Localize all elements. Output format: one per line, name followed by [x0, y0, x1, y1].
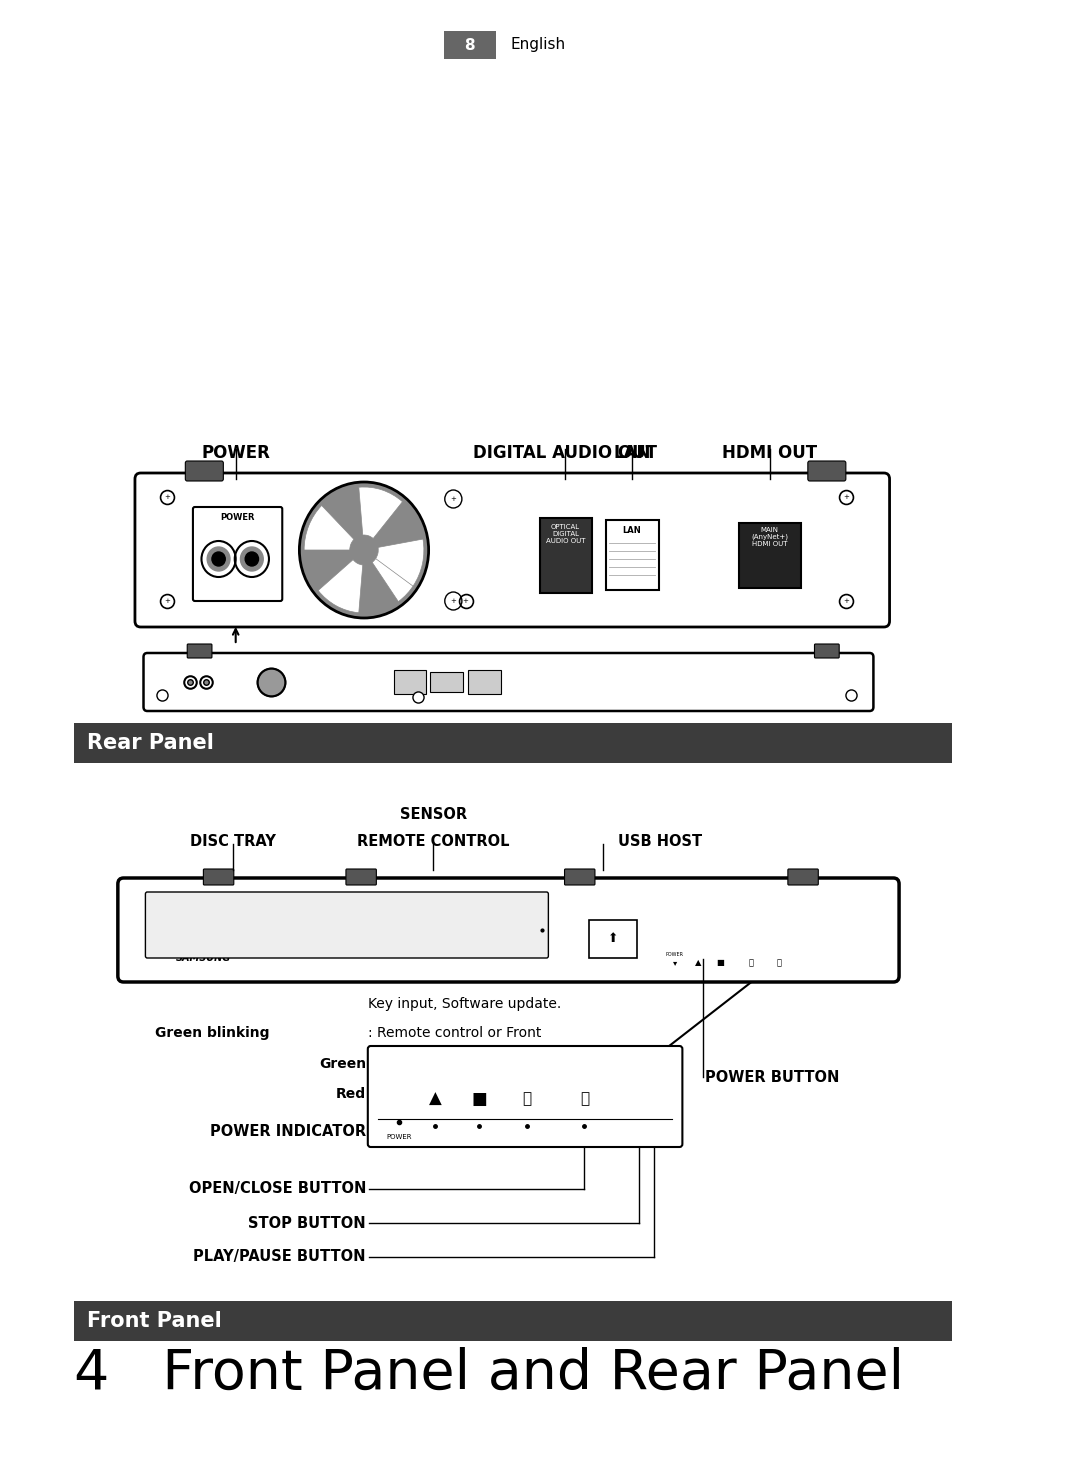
Text: ⏭: ⏭	[748, 958, 754, 967]
Text: LAN: LAN	[613, 444, 650, 461]
FancyBboxPatch shape	[590, 920, 637, 958]
Text: ▲: ▲	[429, 1090, 442, 1108]
FancyBboxPatch shape	[118, 879, 899, 982]
Text: POWER BUTTON: POWER BUTTON	[705, 1069, 839, 1084]
Text: POWER INDICATOR: POWER INDICATOR	[210, 1124, 366, 1139]
Text: : Power on: : Power on	[368, 1057, 441, 1071]
FancyBboxPatch shape	[394, 670, 426, 694]
FancyBboxPatch shape	[203, 870, 233, 884]
Bar	[444, 31, 496, 59]
FancyBboxPatch shape	[368, 1046, 683, 1148]
Text: +: +	[450, 495, 456, 501]
Text: +: +	[164, 598, 171, 603]
Text: Key input, Software update.: Key input, Software update.	[368, 997, 561, 1012]
Text: ⏻: ⏻	[777, 958, 782, 967]
FancyBboxPatch shape	[187, 643, 212, 658]
Text: Red: Red	[336, 1087, 366, 1100]
Circle shape	[207, 547, 230, 571]
Text: : Remote control or Front: : Remote control or Front	[368, 1026, 541, 1040]
Text: POWER: POWER	[665, 951, 684, 957]
Text: ⏻: ⏻	[580, 1092, 589, 1106]
FancyBboxPatch shape	[186, 461, 224, 481]
Text: +: +	[842, 598, 849, 603]
Wedge shape	[376, 538, 423, 586]
FancyBboxPatch shape	[193, 507, 282, 600]
Text: +: +	[164, 494, 171, 500]
Text: +: +	[450, 598, 456, 603]
Text: +: +	[842, 494, 849, 500]
FancyBboxPatch shape	[814, 643, 839, 658]
Text: LAN: LAN	[623, 527, 642, 535]
Text: SENSOR: SENSOR	[400, 808, 467, 822]
Text: OPEN/CLOSE BUTTON: OPEN/CLOSE BUTTON	[189, 1182, 366, 1197]
Text: USB HOST: USB HOST	[618, 834, 702, 849]
Text: HDMI OUT: HDMI OUT	[723, 444, 818, 461]
FancyBboxPatch shape	[540, 518, 592, 593]
Text: POWER: POWER	[201, 444, 270, 461]
Text: SAMSUNG: SAMSUNG	[176, 952, 231, 963]
Text: : Power off: : Power off	[368, 1087, 442, 1100]
FancyBboxPatch shape	[430, 671, 463, 692]
Text: STOP BUTTON: STOP BUTTON	[248, 1216, 366, 1231]
Text: ▲: ▲	[696, 958, 702, 967]
Text: OPTICAL
DIGITAL
AUDIO OUT: OPTICAL DIGITAL AUDIO OUT	[545, 524, 585, 544]
FancyBboxPatch shape	[135, 473, 890, 627]
FancyBboxPatch shape	[144, 654, 874, 711]
Text: ■: ■	[716, 958, 725, 967]
Text: ⏭: ⏭	[522, 1092, 531, 1106]
Text: REMOTE CONTROL: REMOTE CONTROL	[357, 834, 510, 849]
Text: +: +	[462, 598, 469, 603]
Text: Green: Green	[319, 1057, 366, 1071]
Text: Front Panel: Front Panel	[87, 1310, 222, 1331]
Text: POWER: POWER	[220, 513, 255, 522]
FancyBboxPatch shape	[146, 892, 549, 958]
Text: ▾: ▾	[673, 958, 677, 967]
Wedge shape	[305, 506, 354, 550]
Text: POWER: POWER	[387, 1134, 411, 1140]
FancyBboxPatch shape	[565, 870, 595, 884]
FancyBboxPatch shape	[788, 870, 819, 884]
Wedge shape	[359, 487, 403, 538]
FancyBboxPatch shape	[606, 521, 659, 590]
Circle shape	[299, 482, 429, 618]
Circle shape	[212, 552, 226, 566]
Text: 8: 8	[464, 37, 475, 52]
Circle shape	[245, 552, 258, 566]
Bar	[75, 1302, 953, 1341]
FancyBboxPatch shape	[808, 461, 846, 481]
Text: MAIN
(AnyNet+)
HDMI OUT: MAIN (AnyNet+) HDMI OUT	[752, 527, 788, 547]
Bar	[75, 723, 953, 763]
Circle shape	[241, 547, 264, 571]
Text: Rear Panel: Rear Panel	[87, 734, 214, 753]
Text: DIGITAL AUDIO OUT: DIGITAL AUDIO OUT	[473, 444, 658, 461]
Wedge shape	[373, 553, 423, 602]
Text: ⬆: ⬆	[608, 932, 618, 945]
Text: 4   Front Panel and Rear Panel: 4 Front Panel and Rear Panel	[75, 1347, 904, 1401]
FancyBboxPatch shape	[468, 670, 501, 694]
Text: English: English	[511, 37, 566, 52]
Text: PLAY/PAUSE BUTTON: PLAY/PAUSE BUTTON	[193, 1250, 366, 1265]
Circle shape	[354, 540, 374, 561]
Wedge shape	[319, 559, 363, 612]
Text: Green blinking: Green blinking	[154, 1026, 269, 1040]
Text: ■: ■	[471, 1090, 487, 1108]
Text: DISC TRAY: DISC TRAY	[190, 834, 275, 849]
FancyBboxPatch shape	[740, 524, 801, 589]
FancyBboxPatch shape	[346, 870, 376, 884]
